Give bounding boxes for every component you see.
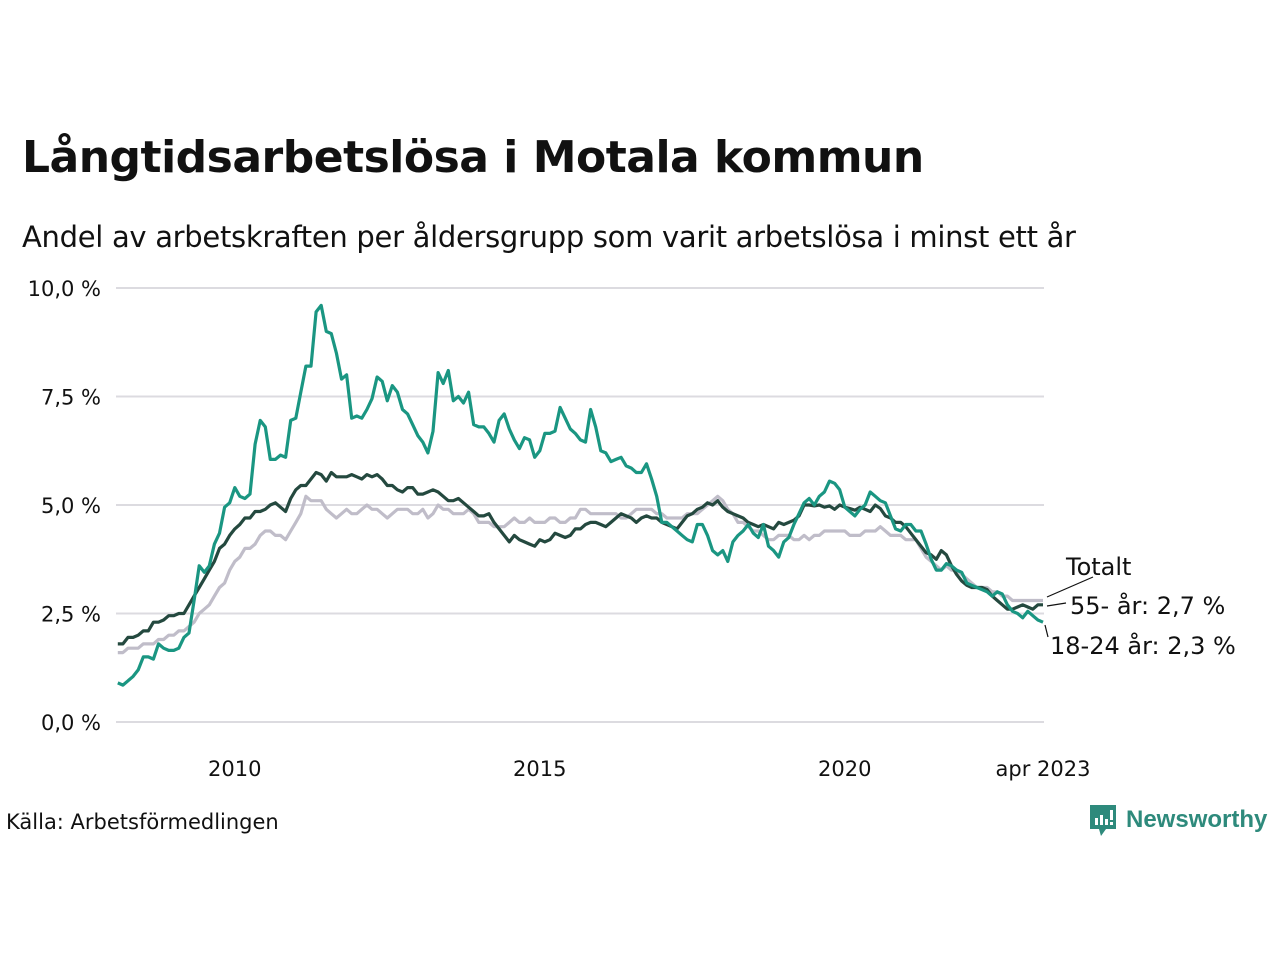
y-tick-label: 5,0 % xyxy=(41,494,101,518)
series-label: Totalt xyxy=(1065,553,1131,581)
x-tick-label: apr 2023 xyxy=(996,757,1091,781)
series-label: 18-24 år: 2,3 % xyxy=(1050,631,1236,660)
chart-subtitle: Andel av arbetskraften per åldersgrupp s… xyxy=(22,220,1076,254)
label-connector xyxy=(1044,624,1049,638)
series-labels: Totalt 55- år: 2,7 % 18-24 år: 2,3 % xyxy=(1044,553,1236,660)
x-tick-label: 2015 xyxy=(513,757,566,781)
brand-logo[interactable]: Newsworthy xyxy=(1088,803,1267,837)
y-tick-label: 2,5 % xyxy=(41,603,101,627)
x-axis-ticks: 2010 2015 2020 apr 2023 xyxy=(208,757,1090,781)
y-tick-label: 10,0 % xyxy=(28,277,101,301)
gridlines xyxy=(116,287,1044,723)
series-lines xyxy=(117,303,1044,687)
series-line-totalt xyxy=(117,494,1043,655)
chart-title: Långtidsarbetslösa i Motala kommun xyxy=(22,132,924,183)
series-line-18-24-r xyxy=(117,303,1044,687)
label-connector xyxy=(1046,576,1094,598)
brand-name: Newsworthy xyxy=(1126,806,1268,833)
x-tick-label: 2010 xyxy=(208,757,261,781)
series-line-55-r xyxy=(117,470,1043,646)
newsworthy-logo-icon xyxy=(1090,805,1116,836)
y-tick-label: 0,0 % xyxy=(41,711,101,735)
y-tick-label: 7,5 % xyxy=(41,386,101,410)
y-axis-ticks: 0,0 % 2,5 % 5,0 % 7,5 % 10,0 % xyxy=(28,277,101,735)
label-connector xyxy=(1046,602,1067,607)
series-label: 55- år: 2,7 % xyxy=(1070,591,1225,620)
source-note: Källa: Arbetsförmedlingen xyxy=(6,810,279,834)
x-tick-label: 2020 xyxy=(818,757,871,781)
